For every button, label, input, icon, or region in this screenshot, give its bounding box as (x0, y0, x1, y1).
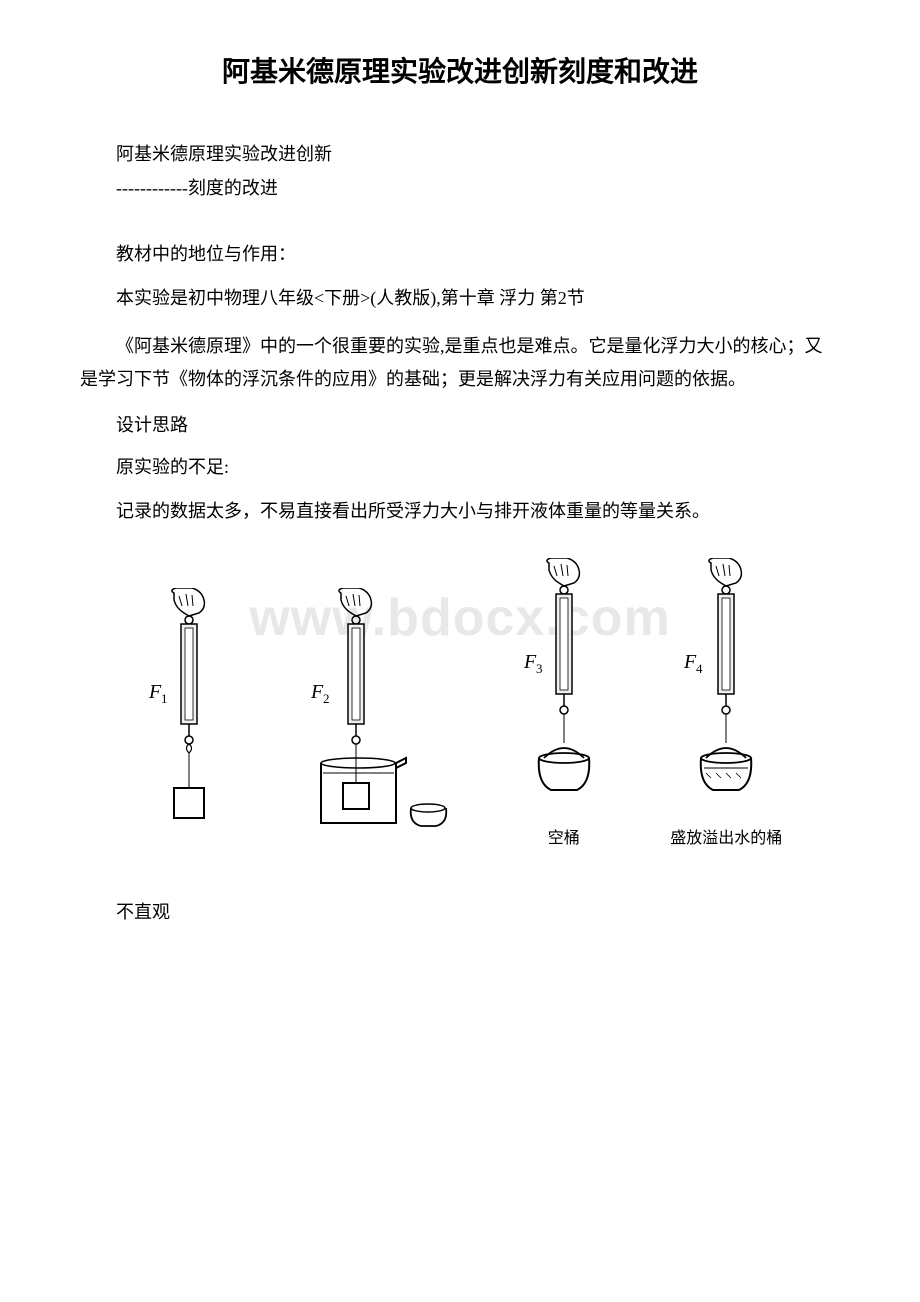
diagram-caption-water-bucket: 盛放溢出水的桶 (670, 824, 782, 848)
svg-text:F: F (683, 651, 697, 673)
design-heading: 设计思路 (80, 411, 840, 437)
experiment-diagram: F 1 (120, 558, 800, 848)
shortcoming-p1: 记录的数据太多，不易直接看出所受浮力大小与排开液体重量的等量关系。 (80, 495, 840, 527)
svg-text:F: F (148, 681, 162, 703)
section-position-heading: 教材中的地位与作用： (80, 240, 840, 266)
diagram-f3: F 3 空桶 (509, 558, 619, 848)
svg-text:F: F (523, 651, 537, 673)
diagram-caption-empty-bucket: 空桶 (548, 824, 580, 848)
diagram-f2: F 2 (291, 588, 461, 848)
section-position-p2: 《阿基米德原理》中的一个很重要的实验,是重点也是难点。它是量化浮力大小的核心；又… (80, 330, 840, 395)
subtitle: 阿基米德原理实验改进创新 (80, 140, 840, 166)
section-position-p1: 本实验是初中物理八年级<下册>(人教版),第十章 浮力 第2节 (80, 282, 840, 314)
not-intuitive-text: 不直观 (80, 898, 840, 924)
svg-text:2: 2 (323, 691, 330, 706)
svg-text:4: 4 (696, 661, 703, 676)
svg-text:3: 3 (536, 661, 543, 676)
diagram-f4: F 4 盛放溢出水的桶 (666, 558, 786, 848)
page-title: 阿基米德原理实验改进创新刻度和改进 (80, 50, 840, 90)
diagram-f1: F 1 (134, 588, 244, 848)
divider-text: ------------刻度的改进 (80, 174, 840, 200)
shortcoming-heading: 原实验的不足: (80, 453, 840, 479)
svg-text:F: F (310, 681, 324, 703)
svg-text:1: 1 (161, 691, 168, 706)
